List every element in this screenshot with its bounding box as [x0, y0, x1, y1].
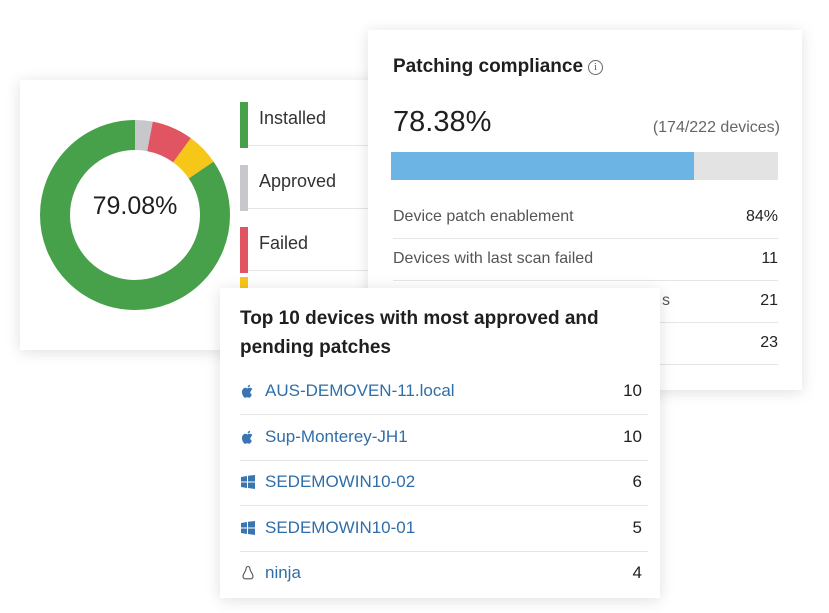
legend-installed[interactable]: Installed — [240, 100, 390, 148]
stat-label: s — [662, 292, 670, 309]
stat-value: 23 — [760, 334, 778, 351]
legend-label: Installed — [259, 108, 327, 128]
stat-row[interactable]: Device patch enablement 84% — [393, 197, 778, 239]
card-title: Top 10 devices with most approved and pe… — [240, 308, 599, 358]
compliance-devices: (174/222 devices) — [652, 119, 780, 136]
device-link[interactable]: SEDEMOWIN10-01 — [265, 517, 416, 537]
legend-swatch — [240, 227, 248, 273]
device-link[interactable]: Sup-Monterey-JH1 — [265, 426, 408, 446]
stat-label: Device patch enablement — [393, 208, 574, 225]
donut-center-label: 79.08% — [92, 192, 178, 220]
device-patch-count: 10 — [623, 381, 642, 400]
legend-swatch — [240, 102, 248, 148]
stat-label: Devices with last scan failed — [393, 250, 594, 267]
device-row: ninja 4 — [240, 552, 648, 597]
device-row: SEDEMOWIN10-02 6 — [240, 461, 648, 506]
compliance-progress-bar — [391, 152, 778, 180]
legend-failed[interactable]: Failed — [240, 225, 390, 273]
stat-value: 84% — [745, 208, 778, 225]
windows-icon — [240, 474, 256, 490]
device-row: SEDEMOWIN10-01 5 — [240, 507, 648, 552]
legend-label: Approved — [259, 171, 337, 191]
stat-value: 21 — [760, 292, 778, 309]
device-row: Sup-Monterey-JH1 10 — [240, 416, 648, 461]
device-link[interactable]: ninja — [265, 563, 301, 582]
legend-label: Failed — [259, 233, 309, 253]
title-text: Patching compliance — [393, 56, 584, 77]
compliance-percent: 78.38% — [393, 106, 492, 138]
top-devices-card: Top 10 devices with most approved and pe… — [220, 288, 660, 598]
stat-value: 11 — [761, 250, 778, 267]
card-title: Patching compliance i — [393, 56, 604, 78]
patch-status-donut — [40, 120, 230, 310]
device-patch-count: 10 — [623, 426, 642, 446]
device-patch-count: 5 — [632, 517, 642, 537]
windows-icon — [240, 520, 256, 536]
stat-row[interactable]: Devices with last scan failed 11 — [393, 239, 778, 281]
device-patch-count: 4 — [632, 563, 642, 582]
patch-status-card: 79.08% Installed Approved Failed — [20, 80, 400, 350]
apple-icon — [240, 429, 256, 445]
linux-icon — [240, 565, 256, 581]
device-link[interactable]: AUS-DEMOVEN-11.local — [265, 381, 455, 400]
info-icon[interactable]: i — [588, 60, 604, 75]
donut-segment-installed[interactable] — [40, 120, 230, 310]
device-link[interactable]: SEDEMOWIN10-02 — [265, 472, 416, 491]
legend-approved[interactable]: Approved — [240, 163, 390, 211]
device-row: AUS-DEMOVEN-11.local 10 — [240, 370, 648, 415]
legend-swatch — [240, 165, 248, 211]
apple-icon — [240, 383, 256, 399]
device-patch-count: 6 — [632, 472, 642, 491]
progress-fill — [391, 152, 695, 180]
